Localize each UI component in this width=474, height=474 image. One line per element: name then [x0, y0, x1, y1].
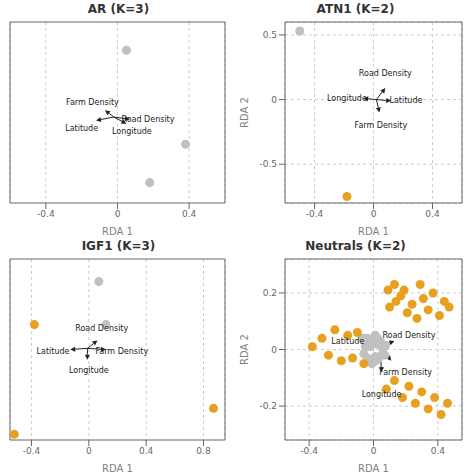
svg-text:Road Density: Road Density: [382, 331, 435, 340]
svg-text:-0.4: -0.4: [37, 209, 55, 219]
svg-text:0.8: 0.8: [196, 446, 211, 456]
svg-text:Longitude: Longitude: [327, 94, 367, 103]
svg-text:-0.2: -0.2: [259, 401, 277, 411]
svg-text:Farm Density: Farm Density: [355, 121, 408, 130]
svg-text:Latitude: Latitude: [389, 96, 422, 105]
svg-text:0.2: 0.2: [263, 288, 277, 298]
svg-text:0.4: 0.4: [431, 446, 446, 456]
svg-text:-0.4: -0.4: [306, 209, 324, 219]
svg-text:Latitude: Latitude: [331, 337, 364, 346]
html-text:Neutrals (K=2): Neutrals (K=2): [305, 239, 406, 253]
svg-text:0: 0: [271, 345, 277, 355]
svg-text:RDA 1: RDA 1: [102, 226, 133, 237]
svg-text:0.4: 0.4: [425, 209, 440, 219]
svg-text:RDA 1: RDA 1: [102, 463, 133, 474]
svg-text:Latitude: Latitude: [65, 124, 98, 133]
svg-text:Farm Density: Farm Density: [66, 98, 119, 107]
svg-text:RDA 2: RDA 2: [239, 334, 250, 365]
svg-text:Road Density: Road Density: [359, 69, 412, 78]
svg-text:-0.5: -0.5: [259, 159, 277, 169]
html-text:IGF1 (K=3): IGF1 (K=3): [81, 239, 156, 253]
svg-text:Longitude: Longitude: [69, 366, 109, 375]
svg-text:Latitude: Latitude: [37, 347, 70, 356]
svg-text:Farm Density: Farm Density: [95, 347, 148, 356]
svg-text:RDA 2: RDA 2: [239, 97, 250, 128]
svg-text:0.4: 0.4: [139, 446, 154, 456]
svg-text:0: 0: [271, 95, 277, 105]
svg-text:Longitude: Longitude: [112, 127, 152, 136]
svg-text:0.4: 0.4: [182, 209, 197, 219]
html-text:AR (K=3): AR (K=3): [87, 2, 150, 16]
html-text:ATN1 (K=2): ATN1 (K=2): [316, 2, 395, 16]
svg-text:0: 0: [86, 446, 92, 456]
svg-text:-0.4: -0.4: [23, 446, 41, 456]
svg-text:Longitude: Longitude: [362, 390, 402, 399]
svg-text:0: 0: [115, 209, 121, 219]
svg-text:Farm Density: Farm Density: [379, 368, 432, 377]
svg-text:0.5: 0.5: [263, 30, 277, 40]
svg-text:0: 0: [371, 209, 377, 219]
svg-text:RDA 1: RDA 1: [358, 226, 389, 237]
svg-text:Road Density: Road Density: [75, 324, 128, 333]
svg-text:-0.4: -0.4: [300, 446, 318, 456]
svg-text:RDA 1: RDA 1: [358, 463, 389, 474]
svg-text:0: 0: [371, 446, 377, 456]
svg-text:Road Density: Road Density: [121, 115, 174, 124]
